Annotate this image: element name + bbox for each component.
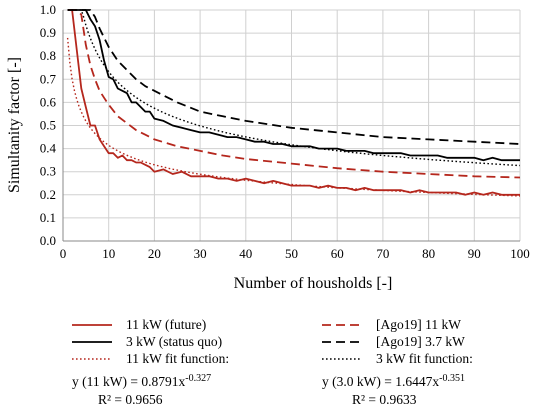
x-tick-label: 60	[331, 246, 344, 261]
legend: 11 kW (future) 3 kW (status quo) 11 kW fit…	[72, 317, 473, 366]
legend-label-0: 11 kW (future)	[126, 317, 206, 332]
y-tick-label: 0.1	[40, 210, 56, 225]
legend-label-5: 3 kW fit function:	[376, 351, 473, 366]
x-tick-labels: 0 10 20 30 40 50 60 70 80 90 100	[60, 246, 530, 261]
fit-equation-11kw-exponent: -0.327	[185, 373, 211, 384]
x-tick-label: 20	[148, 246, 161, 261]
y-tick-label: 0.2	[40, 187, 56, 202]
x-tick-label: 0	[60, 246, 67, 261]
r2-11kw: R² = 0.9656	[98, 392, 163, 407]
y-tick-label: 1.0	[40, 2, 56, 17]
fit-equation-11kw: y (11 kW) = 0.8791x-0.327	[72, 373, 211, 390]
axes	[62, 10, 520, 242]
y-tick-labels: 0.0 0.1 0.2 0.3 0.4 0.5 0.6 0.7 0.8 0.9 1.0	[40, 2, 57, 248]
x-tick-label: 30	[194, 246, 207, 261]
fit-equation-3kw-base: y (3.0 kW) = 1.6447x	[322, 374, 439, 389]
x-tick-label: 80	[422, 246, 435, 261]
y-tick-label: 0.9	[40, 25, 56, 40]
series-line-4	[67, 9, 521, 145]
legend-label-1: 3 kW (status quo)	[126, 334, 222, 349]
fit-equations: y (11 kW) = 0.8791x-0.327 R² = 0.9656 y …	[72, 373, 465, 408]
y-tick-label: 0.0	[40, 233, 56, 248]
fit-equation-3kw: y (3.0 kW) = 1.6447x-0.351	[322, 373, 465, 390]
x-tick-label: 40	[239, 246, 252, 261]
x-tick-label: 70	[376, 246, 389, 261]
fit-equation-11kw-base: y (11 kW) = 0.8791x	[72, 374, 185, 389]
y-tick-label: 0.5	[40, 118, 56, 133]
y-axis-label: Simultanity factor [-]	[6, 57, 23, 193]
legend-label-2: 11 kW fit function:	[126, 351, 229, 366]
x-axis-label: Number of housholds [-]	[234, 275, 393, 292]
series-line-2	[66, 37, 521, 197]
y-tick-label: 0.6	[40, 94, 57, 109]
legend-label-3: [Ago19] 11 kW	[376, 317, 461, 332]
series-line-0	[67, 9, 520, 196]
series-lines	[66, 9, 521, 197]
y-tick-label: 0.4	[40, 141, 57, 156]
y-tick-label: 0.3	[40, 164, 56, 179]
fit-equation-3kw-exponent: -0.351	[439, 373, 465, 384]
r2-3kw: R² = 0.9633	[352, 392, 417, 407]
x-tick-label: 90	[468, 246, 481, 261]
grid	[63, 9, 521, 241]
series-line-1	[67, 9, 520, 162]
y-tick-label: 0.8	[40, 48, 56, 63]
y-tick-label: 0.7	[40, 71, 57, 86]
legend-label-4: [Ago19] 3.7 kW	[376, 334, 465, 349]
x-tick-label: 100	[510, 246, 530, 261]
x-tick-label: 50	[285, 246, 298, 261]
x-tick-label: 10	[102, 246, 115, 261]
series-line-3	[67, 9, 521, 179]
series-line-5	[67, 9, 521, 167]
